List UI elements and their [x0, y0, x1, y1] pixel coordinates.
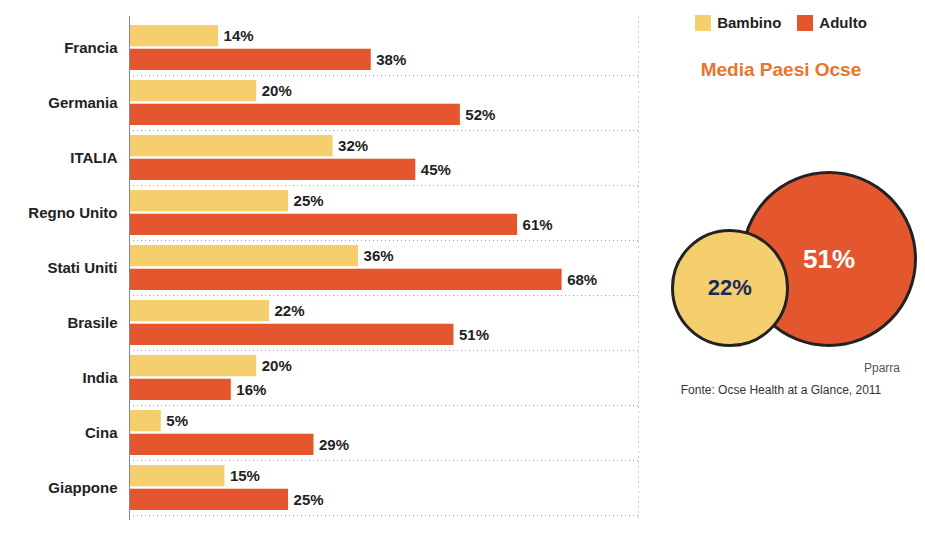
svg-text:61%: 61%: [523, 216, 553, 233]
svg-text:Brasile: Brasile: [67, 314, 117, 331]
svg-text:45%: 45%: [421, 161, 451, 178]
svg-text:36%: 36%: [364, 247, 394, 264]
svg-text:Regno Unito: Regno Unito: [28, 204, 117, 221]
svg-text:15%: 15%: [230, 467, 260, 484]
svg-text:Germania: Germania: [48, 94, 118, 111]
svg-text:Francia: Francia: [64, 39, 118, 56]
html-text:Media Paesi Ocse: Media Paesi Ocse: [700, 59, 862, 80]
svg-text:20%: 20%: [262, 357, 292, 374]
html-text:Adulto: Adulto: [819, 14, 867, 31]
svg-text:16%: 16%: [236, 381, 266, 398]
svg-text:20%: 20%: [262, 82, 292, 99]
html-text:51%: 51%: [803, 243, 855, 274]
svg-text:29%: 29%: [319, 436, 349, 453]
svg-text:5%: 5%: [166, 412, 188, 429]
svg-text:25%: 25%: [294, 491, 324, 508]
svg-text:ITALIA: ITALIA: [70, 149, 117, 166]
svg-text:India: India: [82, 369, 118, 386]
svg-text:52%: 52%: [465, 106, 495, 123]
html-text:Pparra: Pparra: [864, 361, 900, 375]
svg-text:68%: 68%: [567, 271, 597, 288]
svg-text:51%: 51%: [459, 326, 489, 343]
html-text:Bambino: Bambino: [717, 14, 782, 31]
svg-text:22%: 22%: [274, 302, 304, 319]
svg-text:Giappone: Giappone: [48, 479, 117, 496]
svg-text:25%: 25%: [294, 192, 324, 209]
svg-text:Stati Uniti: Stati Uniti: [48, 259, 118, 276]
svg-text:Cina: Cina: [85, 424, 118, 441]
html-text:Fonte: Ocse Health at a Glance: Fonte: Ocse Health at a Glance, 2011: [680, 383, 882, 397]
svg-text:38%: 38%: [376, 51, 406, 68]
html-text:22%: 22%: [707, 275, 752, 301]
svg-text:32%: 32%: [338, 137, 368, 154]
svg-text:14%: 14%: [224, 27, 254, 44]
